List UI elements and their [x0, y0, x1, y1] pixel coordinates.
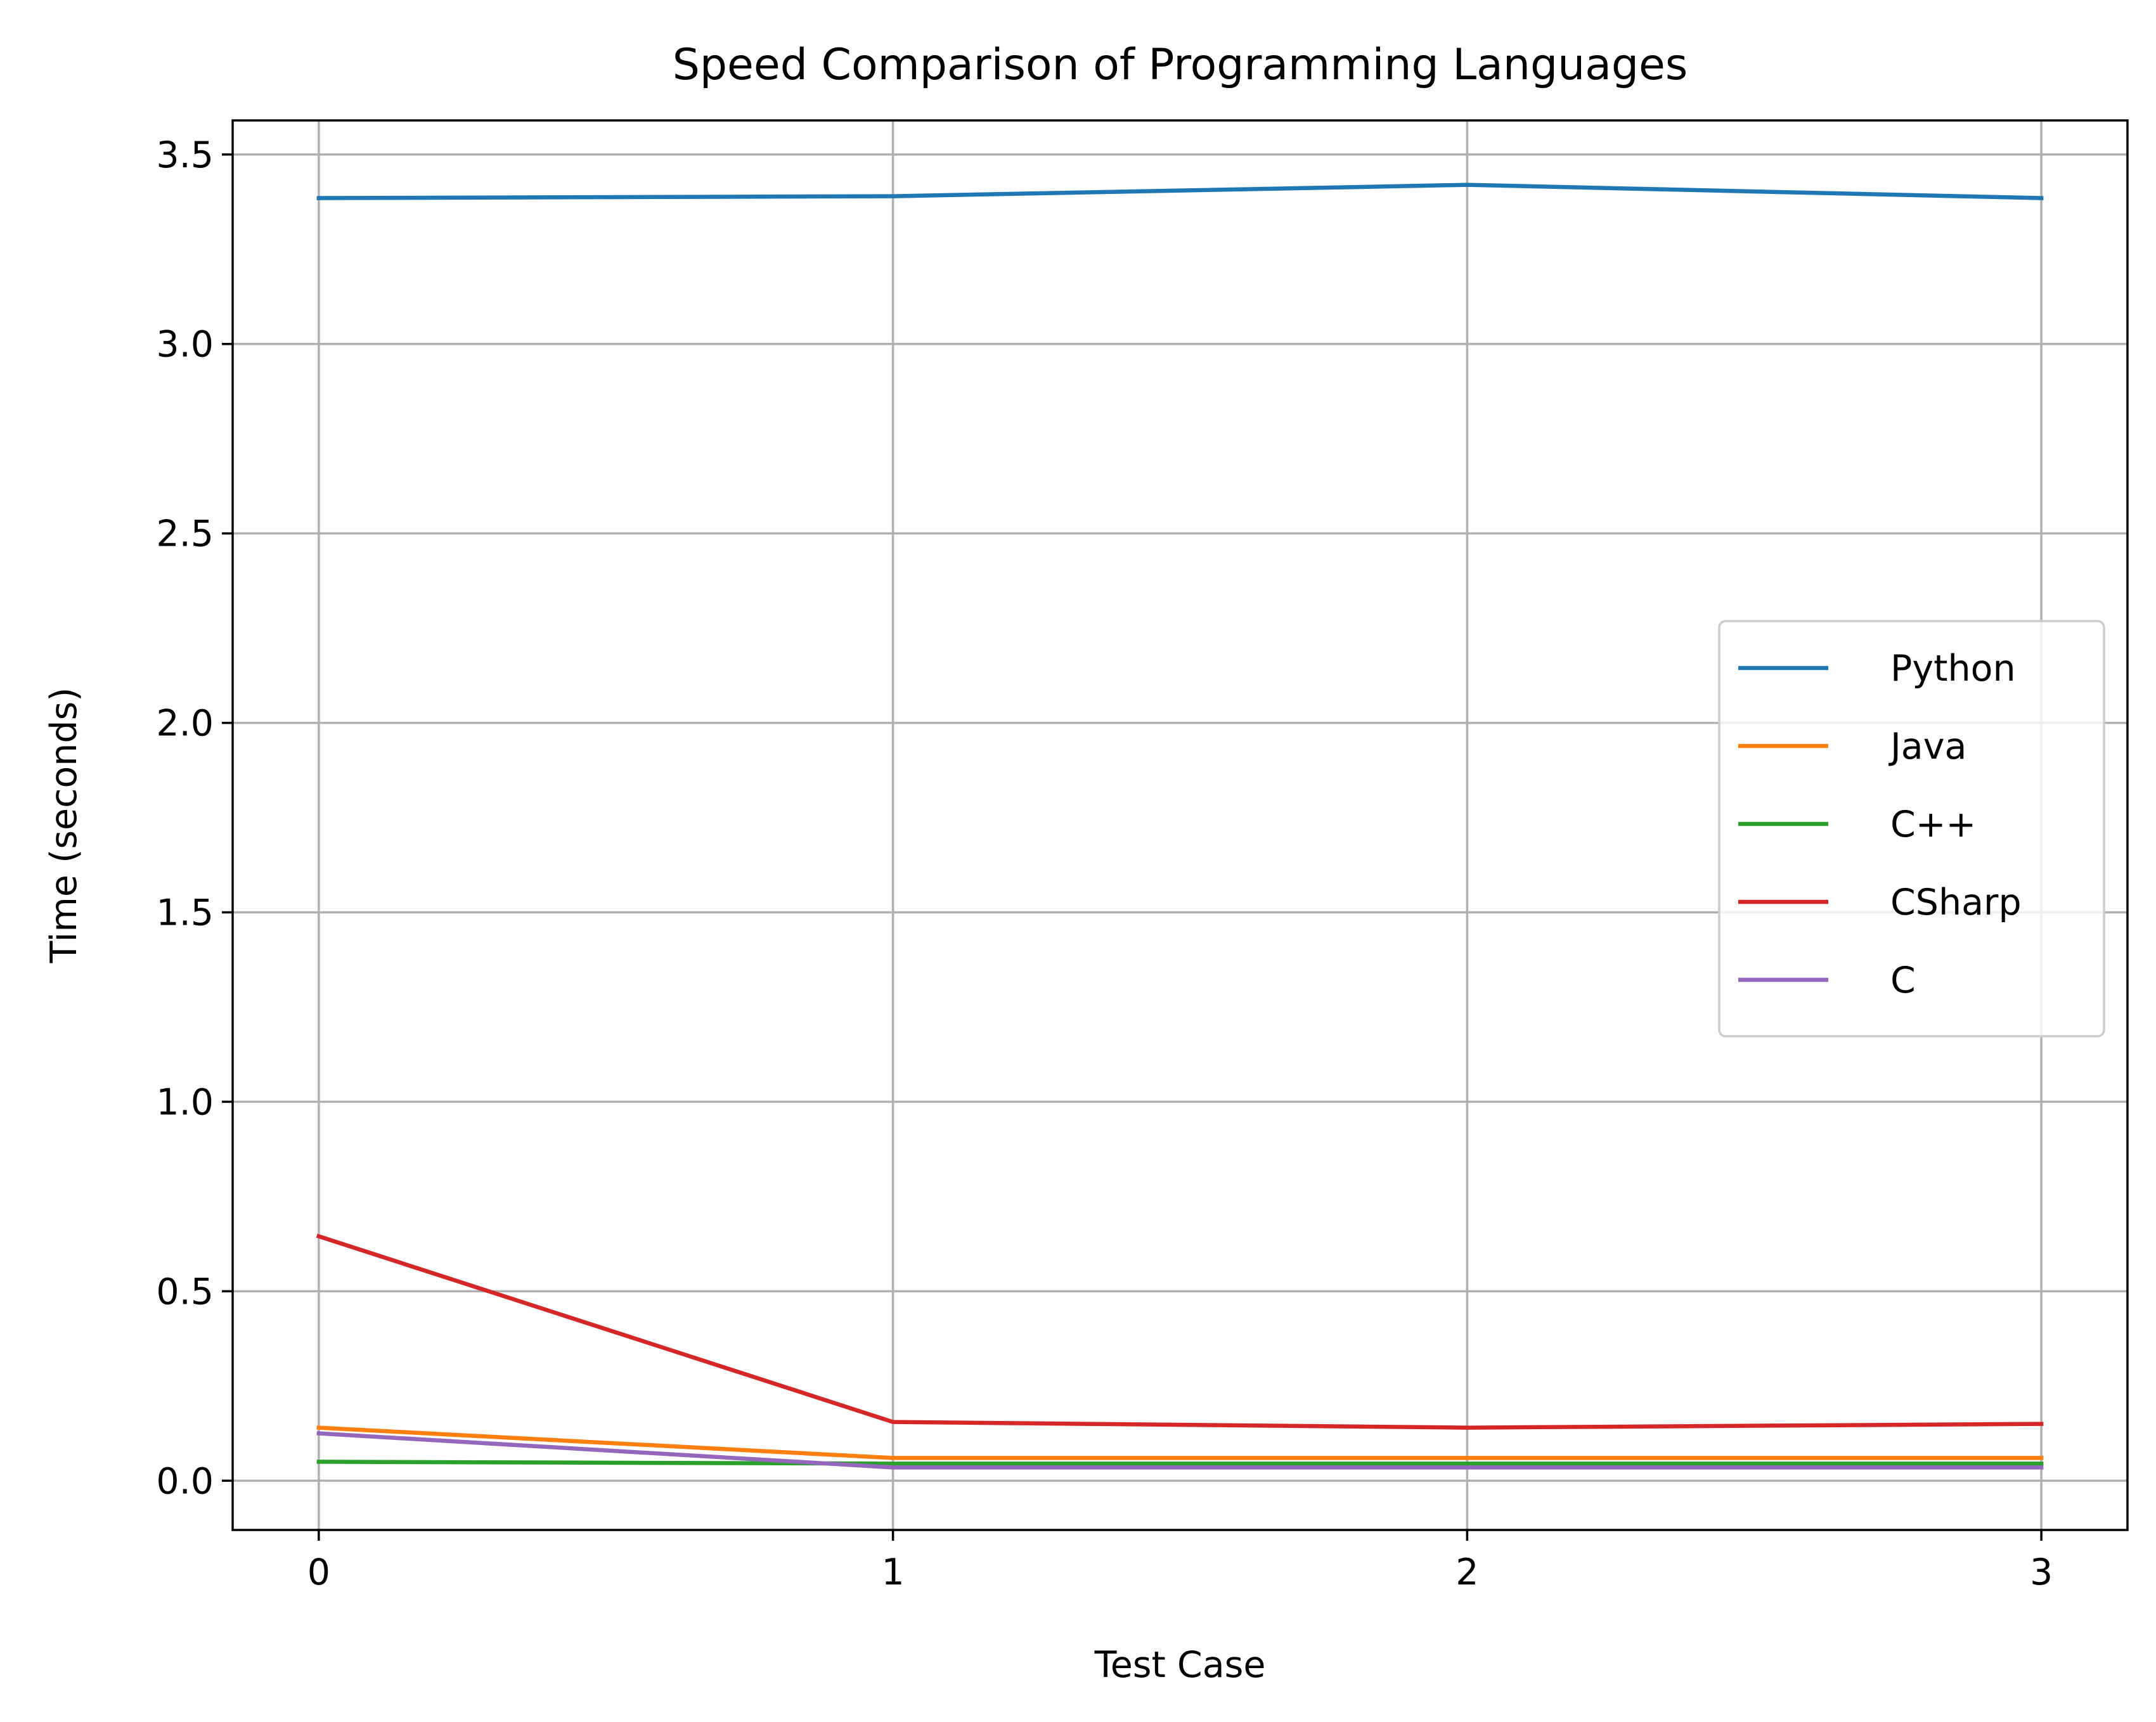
legend-label-cplusplus: C++	[1890, 804, 1976, 845]
series-lines	[316, 183, 2044, 1470]
y-tick-label: 2.0	[156, 703, 214, 745]
y-tick-label: 1.0	[156, 1081, 214, 1123]
y-tick-label: 3.5	[156, 134, 214, 176]
plot-frame	[231, 119, 2129, 1531]
legend-box	[1718, 620, 2105, 1038]
legend: Python Java C++ CSharp C	[1718, 620, 2105, 1038]
series-line-java	[316, 1425, 2044, 1460]
x-tick-label: 0	[307, 1552, 330, 1593]
x-tick-label: 1	[881, 1552, 904, 1593]
y-tick-label: 1.5	[156, 892, 214, 934]
y-axis-label: Time (seconds)	[43, 687, 85, 963]
y-tick-label: 3.0	[156, 324, 214, 366]
y-axis: 0.0 0.5 1.0 1.5 2.0 2.5 3.0 3.5	[156, 134, 233, 1502]
series-line-cplusplus	[316, 1460, 2044, 1466]
y-tick-label: 0.0	[156, 1460, 214, 1502]
legend-label-csharp: CSharp	[1890, 882, 2022, 923]
series-line-python	[316, 183, 2044, 200]
legend-label-java: Java	[1888, 726, 1966, 768]
x-tick-label: 2	[1456, 1552, 1478, 1593]
x-axis-label: Test Case	[1094, 1644, 1266, 1686]
x-tick-label: 3	[2030, 1552, 2053, 1593]
legend-label-c: C	[1890, 960, 1916, 1001]
series-line-csharp	[316, 1233, 2044, 1430]
y-tick-label: 0.5	[156, 1271, 214, 1313]
x-axis: 0 1 2 3	[307, 1530, 2053, 1593]
series-line-c	[316, 1431, 2044, 1470]
grid-lines	[233, 120, 2127, 1530]
y-tick-label: 2.5	[156, 513, 214, 555]
legend-label-python: Python	[1890, 648, 2016, 690]
chart-title: Speed Comparison of Programming Language…	[673, 40, 1688, 90]
